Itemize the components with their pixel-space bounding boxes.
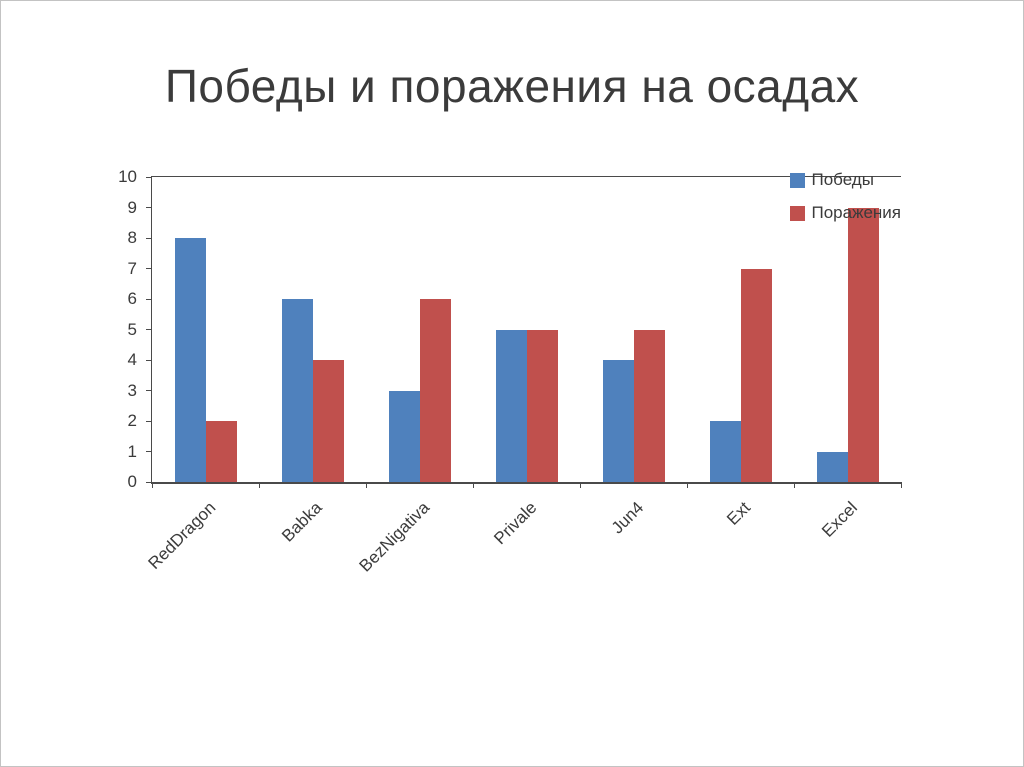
x-axis-tick xyxy=(473,482,474,488)
legend-item-wins: Победы xyxy=(789,170,902,190)
y-axis-tick xyxy=(146,451,152,452)
bar-losses xyxy=(740,268,772,482)
x-axis-tick xyxy=(152,482,153,488)
bar-group: BezNigativa xyxy=(355,177,473,576)
bar-losses xyxy=(205,421,237,482)
y-axis-label: 1 xyxy=(127,441,137,461)
bar-losses xyxy=(526,329,558,482)
x-axis-label: Ext xyxy=(723,498,754,529)
x-axis-label: Privale xyxy=(489,498,540,549)
bar-group: Privale xyxy=(473,177,580,548)
bar-group: Jun4 xyxy=(580,177,687,538)
bar-wins xyxy=(388,390,420,482)
bar-losses xyxy=(312,360,344,482)
x-axis-label: RedDragon xyxy=(144,498,219,573)
y-axis-label: 3 xyxy=(127,380,137,400)
y-axis-tick xyxy=(146,420,152,422)
bar-wins xyxy=(281,299,313,482)
x-axis-tick xyxy=(901,482,902,488)
bar-losses xyxy=(847,207,879,482)
x-axis-label: Jun4 xyxy=(607,498,647,538)
bar-wins xyxy=(816,451,848,482)
bar-losses xyxy=(633,329,665,482)
y-axis-tick xyxy=(146,207,152,208)
x-axis-label: BezNigativa xyxy=(355,498,433,576)
bar-wins xyxy=(174,238,206,482)
y-axis-tick xyxy=(146,268,152,269)
y-axis-tick xyxy=(146,237,152,239)
legend: Победы Поражения xyxy=(789,170,902,223)
y-axis-label: 6 xyxy=(127,289,137,308)
y-axis-tick xyxy=(146,298,152,300)
losses-swatch-icon xyxy=(789,205,805,221)
y-axis-tick xyxy=(146,390,152,391)
bar-wins xyxy=(602,360,634,482)
y-axis-label: 9 xyxy=(127,197,137,217)
plot-area: RedDragon Babka BezNigativa Privale Jun4 Ext E… xyxy=(144,177,901,576)
bar-wins xyxy=(495,329,527,482)
y-axis-tick xyxy=(146,481,152,483)
legend-label-wins: Победы xyxy=(811,170,874,189)
chart-title: Победы и поражения на осадах xyxy=(164,60,860,112)
x-axis-label: Babka xyxy=(278,498,326,546)
y-axis-tick xyxy=(146,176,152,178)
y-axis-label: 10 xyxy=(118,167,137,186)
x-axis-tick xyxy=(794,482,795,488)
bar-group: Excel xyxy=(794,177,901,541)
x-axis-tick xyxy=(259,482,260,488)
x-axis-tick xyxy=(580,482,581,488)
bar-group: Babka xyxy=(259,177,366,546)
x-axis-tick xyxy=(366,482,367,488)
y-axis-label: 4 xyxy=(127,350,137,369)
legend-item-losses: Поражения xyxy=(789,203,902,223)
bar-losses xyxy=(419,299,451,482)
bar-chart: RedDragon Babka BezNigativa Privale Jun4 Ext E… xyxy=(118,167,902,576)
y-axis-label: 2 xyxy=(127,411,137,430)
bar-group: Ext xyxy=(687,177,794,529)
x-axis-tick xyxy=(687,482,688,488)
bar-wins xyxy=(709,421,741,482)
y-axis-label: 8 xyxy=(127,228,137,247)
y-axis-label: 5 xyxy=(127,319,137,339)
y-axis-tick xyxy=(146,329,152,330)
bar-group: RedDragon xyxy=(144,177,259,573)
y-axis-tick xyxy=(146,359,152,361)
y-axis-label: 7 xyxy=(127,258,137,278)
legend-label-losses: Поражения xyxy=(811,203,902,222)
wins-swatch-icon xyxy=(789,172,805,188)
y-axis-label: 0 xyxy=(127,472,137,491)
x-axis-label: Excel xyxy=(818,498,861,541)
